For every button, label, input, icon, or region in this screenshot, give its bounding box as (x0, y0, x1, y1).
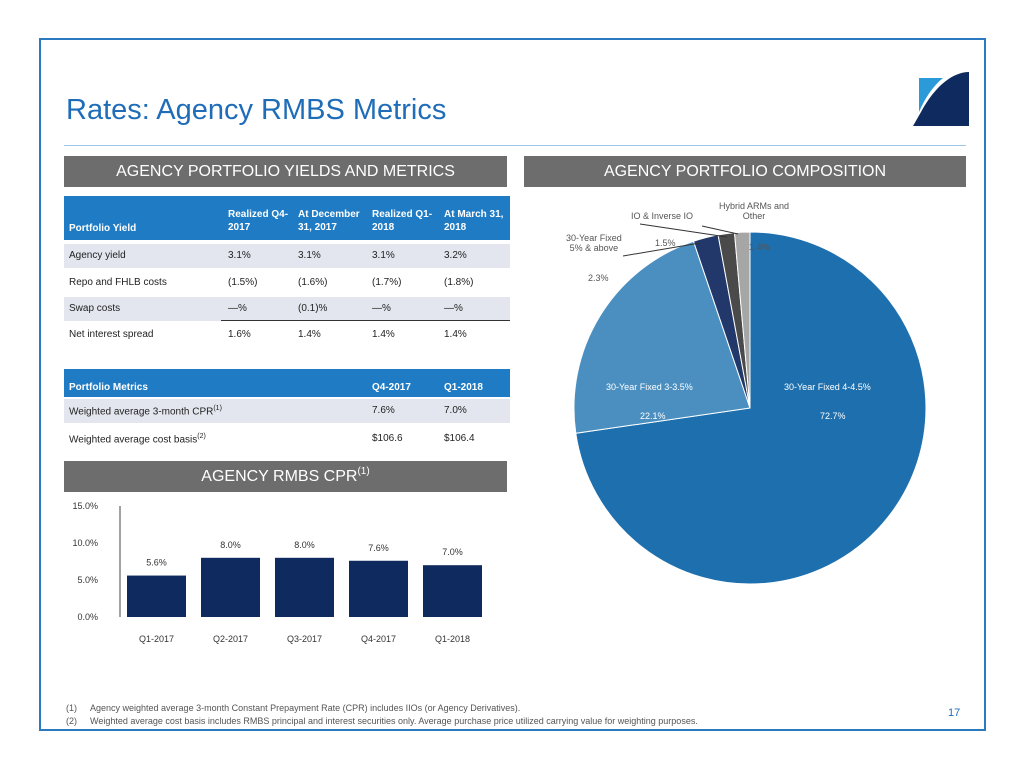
bar (201, 557, 260, 617)
row-label: Repo and FHLB costs (69, 277, 167, 288)
table-row: Weighted average cost basis(2) $106.6 $1… (64, 427, 510, 451)
row-label: Weighted average cost basis(2) (69, 433, 206, 446)
pie-label-fixed-4-45: 30-Year Fixed 4-4.5% (784, 382, 871, 392)
bar-value-label: 5.6% (146, 558, 167, 568)
cell: (0.1)% (298, 303, 328, 314)
bar-value-label: 7.0% (442, 547, 463, 557)
pie-slice (573, 240, 751, 434)
cell: —% (444, 303, 463, 314)
cell: 3.1% (228, 250, 251, 261)
composition-pie-chart (573, 223, 927, 585)
table-row: Swap costs —% (0.1)% —% —% (64, 297, 510, 321)
page-number: 17 (948, 707, 961, 719)
x-tick-label: Q3-2017 (287, 634, 322, 644)
cell: 1.4% (372, 329, 395, 340)
table-row: Agency yield 3.1% 3.1% 3.1% 3.2% (64, 244, 510, 268)
cell: 1.4% (298, 329, 321, 340)
bar (275, 557, 334, 617)
bar (127, 575, 186, 617)
leader-line (622, 242, 701, 257)
x-tick-label: Q4-2017 (361, 634, 396, 644)
pie-label-fixed-3-35: 30-Year Fixed 3-3.5% (606, 382, 693, 392)
cell: (1.8%) (444, 277, 474, 288)
x-tick-label: Q1-2017 (139, 634, 174, 644)
cell: $106.4 (444, 433, 475, 444)
leader-line (701, 225, 739, 235)
row-label: Net interest spread (69, 329, 154, 340)
page-title: Rates: Agency RMBS Metrics (66, 94, 447, 126)
cpr-bar-chart: 0.0% 5.0% 10.0% 15.0% 5.6% Q1-2017 8.0% Q2-2017… (72, 501, 482, 644)
section-header-cpr: AGENCY RMBS CPR (1) (64, 461, 507, 492)
cell: 7.6% (372, 405, 395, 416)
pie-value-fixed-5: 2.3% (588, 273, 609, 283)
footnote-1: (1) Agency weighted average 3-month Const… (66, 703, 521, 713)
table-row: Repo and FHLB costs (1.5%) (1.6%) (1.7%)… (64, 271, 510, 295)
pie-label-io: IO & Inverse IO (631, 211, 694, 221)
cell: 7.0% (444, 405, 467, 416)
section-header-composition: AGENCY PORTFOLIO COMPOSITION (524, 156, 966, 187)
cell: 1.6% (228, 329, 251, 340)
pie-slice (575, 231, 927, 585)
yield-table-header: Portfolio Yield Realized Q4-2017 At Dece… (64, 196, 510, 240)
metrics-header-q1: Q1-2018 (444, 382, 483, 393)
metrics-table-header: Portfolio Metrics Q4-2017 Q1-2018 (64, 369, 510, 397)
pie-value-fixed-4-45: 72.7% (820, 411, 846, 421)
yield-header-label: Portfolio Yield (69, 223, 137, 234)
section-header-yields: AGENCY PORTFOLIO YIELDS AND METRICS (64, 156, 507, 187)
cell: 1.4% (444, 329, 467, 340)
yield-header-dec-2017: At December 31, 2017 (298, 209, 360, 233)
slide-frame (39, 38, 986, 731)
row-label: Weighted average 3-month CPR(1) (69, 405, 222, 418)
x-tick-label: Q1-2018 (435, 634, 470, 644)
bar-value-label: 8.0% (220, 540, 241, 550)
company-logo (913, 68, 969, 126)
cell: 3.1% (298, 250, 321, 261)
y-tick-label: 5.0% (77, 575, 98, 585)
footnote-2: (2) Weighted average cost basis includes … (66, 716, 698, 726)
pie-value-io: 1.5% (655, 238, 676, 248)
subtotal-rule (221, 320, 510, 321)
title-divider (64, 145, 966, 146)
metrics-header-q4: Q4-2017 (372, 382, 411, 393)
bar (349, 560, 408, 617)
cell: (1.6%) (298, 277, 328, 288)
cell: 3.1% (372, 250, 395, 261)
bar (423, 565, 482, 617)
cell: —% (372, 303, 391, 314)
cell: $106.6 (372, 433, 403, 444)
row-label: Agency yield (69, 250, 126, 261)
leader-line (639, 223, 728, 238)
y-tick-label: 10.0% (72, 538, 98, 548)
pie-label-hybrid: Hybrid ARMs and Other (719, 201, 790, 221)
yield-header-q4-realized: Realized Q4-2017 (228, 209, 289, 233)
pie-slice (733, 231, 751, 409)
cell: (1.5%) (228, 277, 258, 288)
cell: 3.2% (444, 250, 467, 261)
bar-value-label: 8.0% (294, 540, 315, 550)
yield-header-mar-2018: At March 31, 2018 (444, 209, 504, 233)
row-label: Swap costs (69, 303, 121, 314)
pie-label-fixed-5: 30-Year Fixed 5% & above (566, 233, 622, 253)
table-row: Weighted average 3-month CPR(1) 7.6% 7.0… (64, 399, 510, 423)
cell: —% (228, 303, 247, 314)
x-tick-label: Q2-2017 (213, 634, 248, 644)
pie-value-fixed-3-35: 22.1% (640, 411, 666, 421)
y-tick-label: 0.0% (77, 612, 98, 622)
table-row: Net interest spread 1.6% 1.4% 1.4% 1.4% (64, 323, 510, 347)
y-tick-label: 15.0% (72, 501, 98, 511)
cell: (1.7%) (372, 277, 402, 288)
yield-header-q1-realized: Realized Q1-2018 (372, 209, 433, 233)
metrics-header-label: Portfolio Metrics (69, 382, 148, 393)
pie-value-hybrid: 1.4% (749, 242, 770, 252)
bar-value-label: 7.6% (368, 543, 389, 553)
